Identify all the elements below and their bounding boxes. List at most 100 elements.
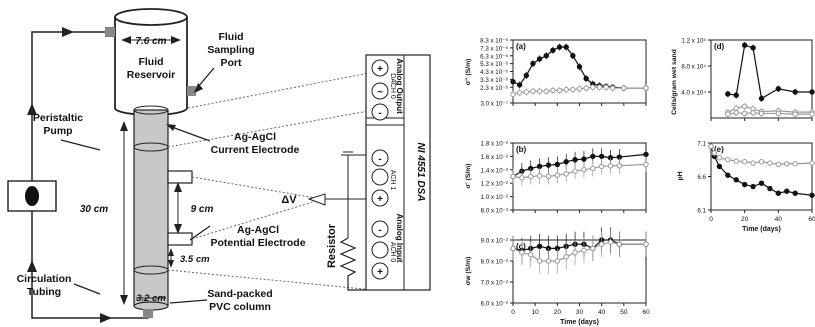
y-tick-label: 8.3 x 10⁻⁶ xyxy=(480,38,508,45)
data-point xyxy=(741,110,748,117)
data-point xyxy=(583,75,589,82)
data-point xyxy=(767,160,773,166)
y-tick-label: 6.0 x 10⁻² xyxy=(481,301,508,308)
data-point xyxy=(711,150,718,156)
data-point xyxy=(750,160,756,166)
daq-title: NI 4551 DSA xyxy=(415,143,426,202)
y-axis-label: σ'' (S/m) xyxy=(465,59,472,86)
data-point xyxy=(536,243,543,250)
data-point xyxy=(809,160,815,166)
data-point xyxy=(510,91,516,98)
x-tick-label: 50 xyxy=(620,309,628,316)
data-point xyxy=(523,89,529,95)
data-point xyxy=(536,56,543,62)
x-tick-label: 20 xyxy=(741,216,749,223)
y-tick-label: 3.3 x 10⁻⁶ xyxy=(480,77,508,84)
series-line-3 xyxy=(727,112,812,115)
analog-input-label: Analog Input xyxy=(395,214,404,263)
data-point xyxy=(725,172,731,178)
data-point xyxy=(545,162,552,168)
data-point xyxy=(554,258,561,264)
data-point xyxy=(554,172,561,178)
x-tick-label: 60 xyxy=(808,216,815,223)
column-height-label: 30 cm xyxy=(80,204,108,215)
data-point xyxy=(590,165,596,172)
data-point xyxy=(516,82,523,88)
data-point xyxy=(643,161,649,168)
sampling-port-label: Fluid xyxy=(218,31,243,43)
data-point xyxy=(598,241,605,247)
data-point xyxy=(523,72,529,79)
data-point xyxy=(775,86,782,92)
data-point xyxy=(519,249,525,256)
x-axis-label: Time (days) xyxy=(560,319,599,326)
sampling-port-label: Port xyxy=(221,57,243,69)
potential-electrode-label: Potential Electrode xyxy=(210,237,305,249)
data-point xyxy=(750,183,756,190)
data-point xyxy=(741,181,748,188)
data-point xyxy=(733,158,739,164)
resistor-label: Resistor xyxy=(326,223,338,268)
y-axis-label: Cells/gram wet sand xyxy=(671,49,678,115)
series-line-1 xyxy=(710,146,813,196)
data-point xyxy=(554,161,561,168)
data-point xyxy=(809,192,815,198)
data-point xyxy=(550,47,556,53)
data-point xyxy=(716,155,723,161)
data-point xyxy=(519,175,525,181)
data-point xyxy=(510,245,516,252)
data-point xyxy=(570,53,576,59)
y-tick-label: 1.6 x 10⁻² xyxy=(481,154,508,161)
tubing-label: Tubing xyxy=(27,286,61,298)
data-point xyxy=(572,249,578,256)
data-point xyxy=(536,88,543,94)
data-point xyxy=(516,90,523,96)
ach1-label: ACH 1 xyxy=(389,170,396,191)
pump-label: Pump xyxy=(43,125,72,137)
panel-label: (b) xyxy=(516,145,527,154)
dach-label: DACH 0 xyxy=(389,73,396,99)
column-label: Sand-packed xyxy=(207,288,272,300)
data-point xyxy=(784,188,790,194)
data-point xyxy=(510,173,516,180)
data-point xyxy=(607,239,614,245)
x-tick-label: 10 xyxy=(532,309,540,316)
potential-electrode-upper xyxy=(167,170,193,184)
y-tick-label: 8.0 x 10⁻² xyxy=(481,259,508,266)
pvc-column xyxy=(133,109,169,307)
data-point xyxy=(725,157,731,163)
data-point xyxy=(576,64,583,70)
pump-rotor-icon xyxy=(25,186,39,206)
flow-arrow-icon xyxy=(62,27,74,37)
pump-label: Peristaltic xyxy=(33,112,83,124)
data-point xyxy=(643,241,649,247)
data-point xyxy=(775,110,782,117)
data-point xyxy=(590,245,596,252)
chart-panel-2: 1.8 x 10⁻² 1.6 x 10⁻² 1.4 x 10⁻² 1.2 x 10⁻²… xyxy=(465,141,649,215)
series-line-1 xyxy=(727,44,812,100)
plot-frame xyxy=(710,39,813,119)
panel-label: (e) xyxy=(714,145,724,154)
terminal-plus: + xyxy=(377,194,383,205)
data-point xyxy=(758,95,765,102)
data-point xyxy=(581,156,587,162)
y-tick-label: 4.0 x 10⁴ xyxy=(681,90,706,97)
data-point xyxy=(741,159,748,165)
x-tick-label: 0 xyxy=(709,216,713,223)
data-point xyxy=(563,254,569,260)
data-point xyxy=(545,173,552,180)
data-point xyxy=(616,163,623,169)
analog-output-label: Analog Output xyxy=(395,58,404,114)
data-point xyxy=(758,180,765,186)
terminal-minus: - xyxy=(378,154,381,165)
data-point xyxy=(543,88,549,94)
y-axis-label: σw (S/m) xyxy=(465,257,472,286)
data-point xyxy=(708,143,714,150)
data-point xyxy=(536,173,543,179)
data-point xyxy=(792,89,798,95)
data-point xyxy=(621,85,627,91)
terminal-tilde: ~ xyxy=(377,87,383,98)
data-point xyxy=(716,163,723,170)
reservoir-label: Fluid xyxy=(138,56,163,68)
data-point xyxy=(775,161,782,168)
